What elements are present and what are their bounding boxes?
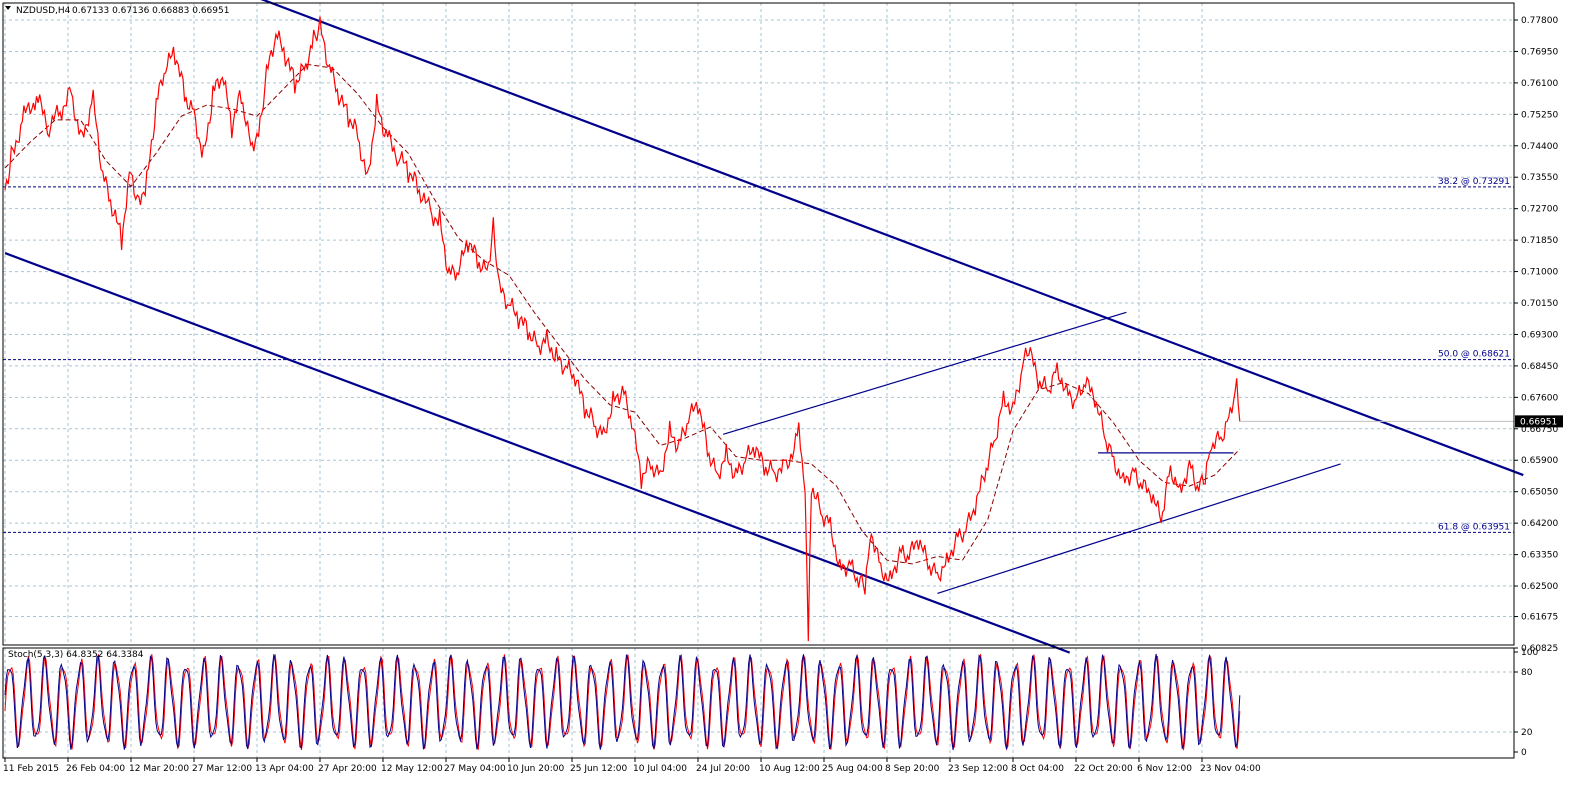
price-line: [4, 16, 1241, 642]
fib-level-label: 61.8 @ 0.63951: [1438, 522, 1510, 532]
price-tick-label: 0.64200: [1521, 519, 1558, 529]
stoch-tick-label: 80: [1521, 668, 1533, 678]
trendline-upper-channel: [260, 0, 1524, 477]
price-tick-label: 0.76100: [1521, 79, 1558, 89]
time-tick-label: 27 May 04:00: [444, 764, 506, 774]
time-tick-label: 12 May 12:00: [381, 764, 443, 774]
time-tick-label: 27 Mar 12:00: [192, 764, 252, 774]
time-tick-label: 25 Jun 12:00: [570, 764, 627, 774]
price-tick-label: 0.75250: [1521, 110, 1558, 120]
stoch-tick-label: 100: [1521, 648, 1538, 658]
stoch-axis: 0 20 80 100: [1514, 648, 1538, 758]
price-tick-label: 0.74400: [1521, 142, 1558, 152]
price-tick-label: 0.70150: [1521, 299, 1558, 309]
price-tick-label: 0.65900: [1521, 456, 1558, 466]
dropdown-triangle-icon[interactable]: [5, 6, 11, 10]
current-price-box: [1515, 415, 1563, 428]
time-tick-label: 23 Sep 12:00: [948, 764, 1008, 774]
price-tick-label: 0.69300: [1521, 330, 1558, 340]
main-grid: [3, 3, 1514, 649]
time-tick-label: 22 Oct 20:00: [1074, 764, 1133, 774]
stoch-label: Stoch(5,3,3) 64.8352 64.3384: [8, 650, 144, 660]
time-tick-label: 10 Aug 12:00: [759, 764, 820, 774]
current-price-label: 0.66951: [1520, 417, 1557, 427]
ma-line: [4, 63, 1241, 565]
stoch-tick-label: 0: [1521, 748, 1527, 758]
time-tick-label: 13 Apr 04:00: [255, 764, 314, 774]
symbol-label: NZDUSD,H4: [16, 6, 71, 16]
time-axis: 11 Feb 2015 26 Feb 04:00 12 Mar 20:00 27 Ma…: [3, 758, 1261, 774]
moving-average: [4, 63, 1241, 565]
time-tick-label: 25 Aug 04:00: [822, 764, 883, 774]
time-tick-label: 6 Nov 12:00: [1137, 764, 1192, 774]
price-tick-label: 0.67600: [1521, 393, 1558, 403]
time-tick-label: 8 Oct 04:00: [1011, 764, 1064, 774]
time-tick-label: 27 Apr 20:00: [318, 764, 377, 774]
stoch-signal-line: [4, 653, 1241, 751]
price-tick-label: 0.68450: [1521, 362, 1558, 372]
price-tick-label: 0.62500: [1521, 582, 1558, 592]
price-tick-label: 0.60825: [1521, 644, 1558, 654]
trendline-wedge-upper: [723, 311, 1127, 435]
stochastic-series: [4, 653, 1241, 751]
time-tick-label: 24 Jul 20:00: [696, 764, 750, 774]
price-tick-label: 0.73550: [1521, 173, 1558, 183]
price-series: [4, 16, 1514, 642]
stoch-panel-frame: [2, 647, 1515, 759]
time-tick-label: 10 Jul 04:00: [633, 764, 687, 774]
price-axis: 0.60825 0.61675 0.62500 0.63350 0.64200 0.650…: [1514, 16, 1563, 654]
price-tick-label: 0.77800: [1521, 16, 1558, 26]
trend-lines: [4, 0, 1524, 654]
time-tick-label: 8 Sep 20:00: [885, 764, 940, 774]
ohlc-label: 0.67133 0.67136 0.66883 0.66951: [72, 6, 229, 16]
time-tick-label: 26 Feb 04:00: [66, 764, 125, 774]
fib-level-label: 50.0 @ 0.68621: [1438, 350, 1510, 360]
fib-level-label: 38.2 @ 0.73291: [1438, 177, 1510, 187]
time-tick-label: 10 Jun 20:00: [507, 764, 564, 774]
price-tick-label: 0.61675: [1521, 613, 1558, 623]
main-panel-frame: [2, 2, 1515, 646]
price-tick-label: 0.66750: [1521, 425, 1558, 435]
time-tick-label: 23 Nov 04:00: [1200, 764, 1261, 774]
price-tick-label: 0.76950: [1521, 47, 1558, 57]
trendline-wedge-lower: [937, 463, 1341, 595]
stoch-tick-label: 20: [1521, 728, 1533, 738]
price-tick-label: 0.63350: [1521, 551, 1558, 561]
trendline-lower-channel: [4, 252, 1071, 654]
price-tick-label: 0.71000: [1521, 268, 1558, 278]
time-tick-label: 12 Mar 20:00: [129, 764, 189, 774]
price-tick-label: 0.65050: [1521, 488, 1558, 498]
price-tick-label: 0.72700: [1521, 205, 1558, 215]
stoch-main-line: [4, 653, 1241, 750]
panel-frames: [2, 2, 1515, 759]
price-tick-label: 0.71850: [1521, 236, 1558, 246]
time-tick-label: 11 Feb 2015: [3, 764, 59, 774]
